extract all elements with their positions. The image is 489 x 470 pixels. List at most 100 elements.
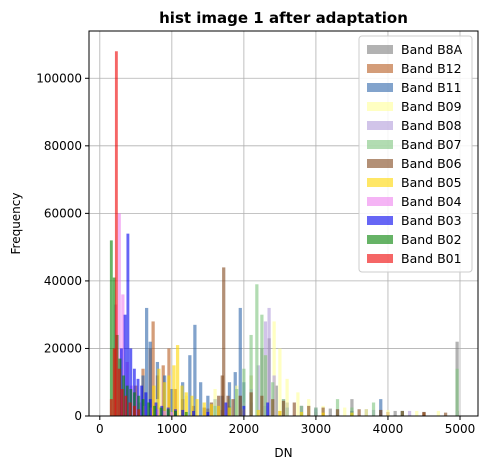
series-band-b01	[109, 51, 141, 417]
bar-band-b11	[199, 382, 203, 416]
bar-band-b11	[379, 399, 383, 416]
bar-band-b06	[422, 411, 426, 416]
bar-band-b06	[443, 412, 448, 416]
series-band-b07	[213, 284, 459, 416]
bar-band-b07	[335, 399, 340, 416]
bar-band-b07	[235, 388, 239, 416]
bar-band-b02	[112, 277, 116, 416]
legend-label: Band B05	[401, 175, 462, 190]
legend-item: Band B02	[367, 232, 462, 247]
bar-band-b07	[271, 382, 275, 416]
histogram-bars	[109, 51, 459, 417]
legend-swatch	[367, 254, 393, 263]
bar-band-b05	[190, 395, 194, 416]
bar-band-b11	[145, 307, 149, 416]
bar-band-b03	[206, 411, 210, 416]
bar-band-b01	[114, 51, 118, 417]
bar-band-b05	[278, 410, 282, 416]
legend-swatch	[367, 121, 393, 130]
bar-band-b8a	[274, 385, 278, 416]
bar-band-b05	[172, 365, 176, 416]
bar-band-b11	[238, 307, 242, 416]
bar-band-b09	[415, 410, 419, 416]
y-tick-label: 20000	[44, 341, 82, 355]
bar-band-b09	[364, 409, 368, 416]
bar-band-b11	[193, 324, 197, 416]
bar-band-b05	[175, 345, 180, 416]
bar-band-b03	[224, 402, 228, 416]
legend-label: Band B04	[401, 194, 462, 209]
bar-band-b04	[170, 411, 174, 416]
bar-band-b07	[242, 368, 246, 416]
bar-band-b06	[379, 409, 383, 416]
legend-swatch	[367, 159, 393, 168]
legend-label: Band B01	[401, 251, 462, 266]
bar-band-b01	[132, 405, 136, 416]
y-tick-label: 80000	[44, 139, 82, 153]
legend-label: Band B07	[401, 137, 462, 152]
bar-band-b8a	[393, 410, 397, 416]
bar-band-b08	[267, 307, 271, 416]
bar-band-b8a	[328, 408, 332, 416]
bar-band-b03	[242, 405, 246, 416]
bar-band-b05	[227, 407, 232, 416]
bar-band-b04	[117, 213, 121, 416]
bar-band-b05	[209, 404, 214, 416]
bar-band-b05	[299, 411, 304, 416]
legend-label: Band B03	[401, 213, 462, 228]
bar-band-b03	[126, 233, 130, 416]
axis-ticks: 0 1000 2000 3000 4000 5000 0 20000 40000 60000 800…	[36, 71, 475, 436]
legend-swatch	[367, 64, 393, 73]
legend-box	[358, 35, 473, 273]
bar-band-b01	[124, 395, 128, 416]
legend-item: Band B05	[367, 175, 462, 190]
bar-band-b06	[400, 410, 404, 416]
bar-band-b09	[285, 378, 289, 416]
bar-band-b02	[166, 409, 170, 416]
bar-band-b06	[281, 400, 286, 416]
y-tick-label: 100000	[36, 71, 82, 85]
bar-band-b08	[407, 410, 412, 416]
legend-swatch	[367, 235, 393, 244]
bar-band-b06	[260, 395, 264, 416]
bar-band-b05	[202, 402, 206, 416]
bar-band-b07	[263, 355, 268, 416]
bar-band-b12	[151, 321, 155, 416]
bar-band-b09	[278, 348, 282, 416]
legend-item: Band B8A	[367, 42, 463, 57]
bar-band-b06	[231, 399, 235, 416]
bar-band-b02	[137, 395, 141, 416]
legend-label: Band B02	[401, 232, 462, 247]
legend-swatch	[367, 216, 393, 225]
bar-band-b05	[180, 385, 184, 416]
y-tick-label: 40000	[44, 274, 82, 288]
legend-item: Band B01	[367, 251, 462, 266]
plot-frame	[88, 30, 479, 417]
bar-band-b07	[260, 314, 264, 416]
bar-band-b02	[109, 240, 113, 416]
bar-band-b01	[128, 402, 132, 416]
bar-band-b05	[195, 399, 199, 416]
legend-label: Band B06	[401, 156, 462, 171]
bar-band-b03	[192, 410, 195, 416]
bar-band-b06	[321, 407, 325, 416]
bar-band-b03	[144, 392, 148, 416]
y-tick-label: 0	[74, 409, 82, 423]
bar-band-b01	[109, 399, 113, 416]
legend-item: Band B03	[367, 213, 462, 228]
bar-band-b06	[335, 409, 340, 416]
bar-band-b02	[132, 392, 136, 416]
bar-band-b11	[148, 341, 152, 416]
chart-title: hist image 1 after adaptation	[159, 9, 408, 27]
bar-band-b05	[256, 409, 260, 416]
bar-band-b06	[307, 405, 311, 416]
legend-item: Band B06	[367, 156, 462, 171]
bar-band-b05	[184, 392, 188, 416]
legend-item: Band B12	[367, 61, 462, 76]
bar-band-b06	[271, 399, 275, 416]
bar-band-b06	[226, 395, 230, 416]
legend-label: Band B08	[401, 118, 462, 133]
legend-label: Band B09	[401, 99, 462, 114]
bar-band-b06	[222, 267, 226, 416]
